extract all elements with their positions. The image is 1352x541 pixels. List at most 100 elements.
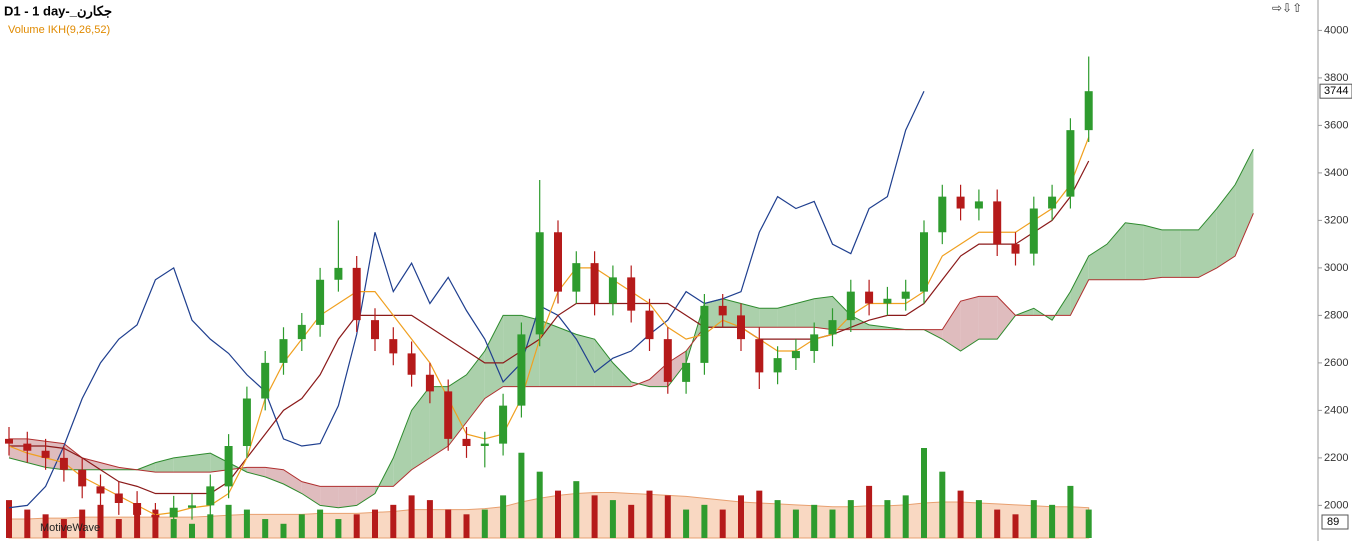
volume-bar (957, 490, 964, 538)
cloud-segment (1161, 229, 1181, 278)
y-tick-label: 2400 (1324, 404, 1348, 416)
volume-bar (353, 514, 360, 538)
candle-body (316, 279, 325, 325)
cloud-segment (301, 481, 321, 506)
volume-badge-label: 89 (1327, 516, 1339, 528)
cloud-segment (704, 298, 723, 328)
candle-body (5, 438, 13, 444)
cloud-segment (814, 296, 833, 330)
cloud-segment (1198, 208, 1217, 278)
cloud-segment (9, 438, 28, 463)
cloud-segment (869, 324, 888, 330)
volume-bar (189, 523, 195, 538)
candle-body (1029, 208, 1038, 254)
volume-badge-box (1321, 514, 1349, 530)
tenkan-line (8, 137, 1090, 516)
volume-bar (994, 509, 1001, 538)
volume-bar (6, 500, 12, 538)
candle-body (846, 291, 855, 321)
candle-body (242, 398, 251, 447)
candle-body (883, 298, 892, 304)
cloud-segment (942, 301, 961, 352)
volume-bar (884, 500, 891, 538)
y-tick-label: 4000 (1324, 24, 1348, 36)
volume-bar (42, 514, 49, 538)
candle-body (499, 405, 508, 444)
candle-body (41, 450, 50, 458)
volume-bar (646, 490, 653, 538)
cloud-segment (741, 303, 760, 328)
volume-bar (683, 509, 690, 538)
candle-body (773, 358, 782, 373)
volume-bar (792, 509, 799, 538)
volume-bar (536, 471, 543, 538)
cloud-segment (777, 303, 796, 328)
volume-bar (866, 485, 873, 538)
candle-body (920, 232, 928, 292)
y-tick-label: 3400 (1324, 167, 1348, 179)
y-tick-label: 2800 (1324, 309, 1348, 321)
candle-body (737, 315, 745, 340)
candle-body (279, 339, 288, 363)
candle-body (535, 232, 544, 335)
candle-body (188, 505, 196, 508)
volume-bar (628, 504, 635, 538)
candle-body (791, 351, 800, 359)
kijun-line (9, 160, 1090, 495)
last-price-box (1319, 83, 1352, 99)
cloud-segment (649, 362, 668, 387)
volume-bar (738, 495, 744, 538)
cloud-segment (503, 315, 522, 387)
cloud-segment (192, 453, 211, 473)
cloud-segment (320, 486, 339, 508)
candle-body (78, 469, 87, 487)
cloud-segment (484, 315, 504, 399)
cloud-segment (246, 467, 266, 477)
cloud-segment (832, 296, 851, 330)
volume-bar (756, 490, 763, 538)
y-tick-label: 2000 (1324, 499, 1348, 511)
volume-bar (1085, 509, 1092, 538)
cloud-segment (667, 351, 687, 387)
volume-bar (335, 519, 342, 538)
indicator-label: Volume IKH(9,26,52) (8, 24, 110, 36)
cloud-segment (576, 334, 595, 387)
candle-body (755, 339, 764, 373)
candle-body (718, 305, 727, 316)
span-a-line (8, 148, 1254, 509)
cloud-segment (722, 298, 741, 328)
candle-body (389, 339, 398, 354)
candle-body (96, 486, 105, 494)
cloud-segment (1070, 256, 1089, 316)
cloud-segment (759, 308, 778, 328)
volume-bar (701, 504, 708, 538)
cloud-segment (1143, 225, 1162, 280)
cloud-segment (960, 296, 979, 352)
y-tick-label: 2200 (1324, 452, 1348, 464)
y-tick-label: 2600 (1324, 357, 1348, 369)
candle-body (627, 277, 636, 311)
volume-bar (555, 490, 561, 538)
volume-bar (774, 500, 781, 538)
volume-bar (975, 500, 982, 538)
candle-body (169, 507, 178, 518)
candle-body (645, 310, 654, 340)
cloud-segment (612, 362, 632, 387)
cloud-segment (1088, 244, 1107, 280)
candle-body (297, 324, 306, 340)
candle-body (371, 320, 379, 340)
cloud-segment (393, 410, 412, 487)
candle-body (663, 339, 672, 382)
nav-icon[interactable]: ⇨⇩⇧ (1272, 1, 1302, 15)
toolbar[interactable]: ⇨⇩⇧ (1272, 1, 1302, 15)
candle-body (956, 196, 965, 209)
cloud-segment (137, 462, 156, 473)
volume-bar (426, 500, 433, 538)
last-price-label: 3744 (1324, 85, 1348, 97)
volume-bar (1067, 485, 1074, 538)
candle-body (572, 263, 581, 292)
candle-body (59, 457, 68, 470)
candle-body (901, 291, 910, 299)
candle-body (334, 267, 343, 280)
cloud-segment (210, 453, 229, 473)
